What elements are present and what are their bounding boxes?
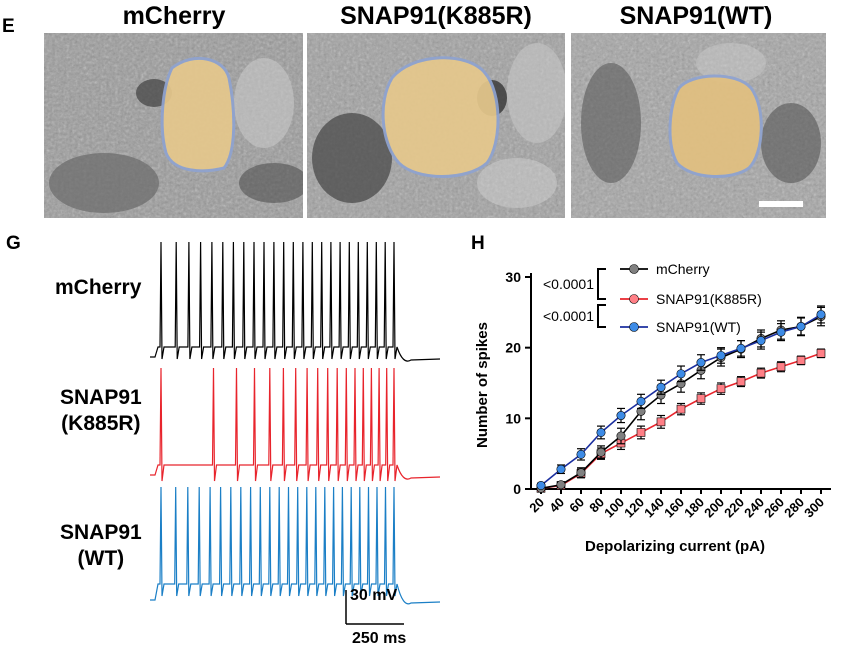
scale-label-time: 250 ms	[352, 630, 406, 647]
em-title-wt: SNAP91(WT)	[619, 2, 773, 30]
data-point	[736, 377, 746, 386]
data-point	[736, 343, 746, 353]
data-point	[616, 431, 626, 441]
legend-marker	[629, 322, 639, 332]
data-point	[576, 449, 586, 459]
stat-pvalue: <0.0001	[543, 276, 594, 292]
data-point	[656, 382, 666, 392]
trace-k885r	[150, 367, 441, 482]
x-tick-label: 20	[526, 495, 547, 516]
data-point	[816, 349, 826, 358]
trace-label-mcherry-line1: mCherry	[55, 276, 142, 299]
data-point	[756, 368, 766, 378]
em-image-mcherry	[44, 33, 303, 218]
data-point	[796, 356, 806, 365]
data-point	[716, 350, 726, 360]
x-tick-label: 60	[566, 495, 587, 516]
x-tick-label: 40	[546, 495, 567, 516]
data-point	[816, 309, 826, 319]
chart-ylabel: Number of spikes	[474, 322, 491, 448]
y-tick-label: 0	[513, 481, 521, 497]
trace-label-k885r-line2: (K885R)	[61, 412, 141, 435]
data-point	[696, 358, 706, 368]
data-point	[616, 411, 626, 421]
data-point	[596, 447, 606, 457]
series-line	[540, 315, 822, 490]
data-point	[576, 468, 586, 478]
em-title-k885r: SNAP91(K885R)	[340, 2, 532, 30]
stat-bracket	[597, 268, 606, 300]
em-image-wt	[571, 33, 826, 218]
legend-label: mCherry	[656, 261, 710, 277]
legend-marker	[629, 294, 639, 304]
data-point	[756, 336, 766, 346]
panel-h-letter: H	[471, 233, 485, 254]
data-point	[536, 480, 546, 490]
data-point	[796, 321, 806, 331]
legend-label: SNAP91(K885R)	[656, 291, 762, 307]
trace-label-wt-line1: SNAP91	[60, 521, 142, 544]
data-point	[696, 394, 706, 403]
em-image-k885r	[307, 33, 565, 218]
data-point	[776, 362, 786, 372]
trace-wt	[150, 486, 441, 605]
data-point	[656, 417, 666, 427]
y-tick-label: 20	[505, 340, 521, 356]
data-point	[716, 384, 726, 393]
legend-label: SNAP91(WT)	[656, 319, 741, 335]
stat-bracket	[597, 304, 606, 328]
legend-marker	[629, 264, 639, 274]
series-SNAP91(WT)	[536, 305, 826, 490]
data-point	[636, 428, 646, 437]
data-point	[636, 396, 646, 406]
trace-label-mcherry: mCherry	[55, 275, 141, 301]
x-tick-label: 300	[801, 495, 827, 521]
stat-pvalue: <0.0001	[543, 308, 594, 324]
em-title-mcherry: mCherry	[122, 2, 226, 30]
panel-g-letter: G	[6, 233, 21, 254]
trace-mcherry	[150, 241, 441, 362]
voltage-traces: 30 mV 250 ms	[150, 241, 441, 647]
scale-bar-em	[759, 201, 803, 207]
chart-xlabel: Depolarizing current (pA)	[585, 538, 765, 555]
trace-label-k885r: SNAP91 (K885R)	[60, 385, 142, 437]
data-point	[556, 464, 566, 474]
data-point	[556, 480, 566, 490]
data-point	[596, 427, 606, 437]
data-point	[776, 327, 786, 337]
trace-label-wt-line2: (WT)	[77, 547, 125, 570]
data-point	[676, 369, 686, 379]
scale-label-voltage: 30 mV	[350, 587, 397, 604]
y-tick-label: 10	[505, 410, 521, 426]
data-point	[676, 404, 686, 414]
trace-label-k885r-line1: SNAP91	[60, 386, 142, 409]
panel-e-letter: E	[2, 16, 15, 37]
y-tick-label: 30	[505, 269, 521, 285]
trace-label-wt: SNAP91 (WT)	[60, 520, 142, 572]
